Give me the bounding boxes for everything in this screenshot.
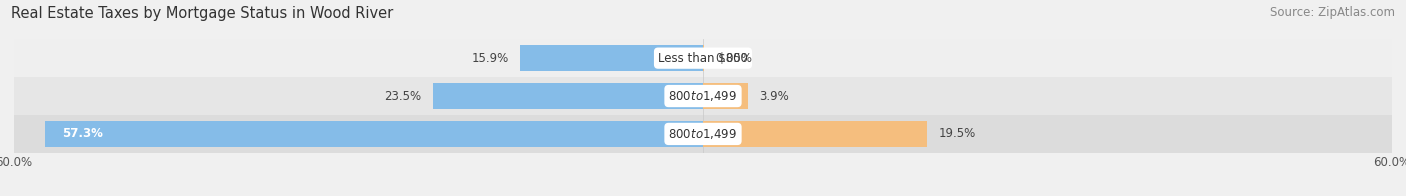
Text: Real Estate Taxes by Mortgage Status in Wood River: Real Estate Taxes by Mortgage Status in … <box>11 6 394 21</box>
Legend: Without Mortgage, With Mortgage: Without Mortgage, With Mortgage <box>574 194 832 196</box>
Text: $800 to $1,499: $800 to $1,499 <box>668 127 738 141</box>
Bar <box>520 45 703 71</box>
Text: 19.5%: 19.5% <box>938 127 976 140</box>
Bar <box>703 121 927 147</box>
Text: Source: ZipAtlas.com: Source: ZipAtlas.com <box>1270 6 1395 19</box>
Bar <box>703 83 748 109</box>
Text: 23.5%: 23.5% <box>385 90 422 103</box>
Bar <box>14 39 1392 77</box>
Text: 15.9%: 15.9% <box>471 52 509 65</box>
Bar <box>14 77 1392 115</box>
Bar <box>45 121 703 147</box>
Text: 57.3%: 57.3% <box>62 127 103 140</box>
Text: 3.9%: 3.9% <box>759 90 789 103</box>
Bar <box>433 83 703 109</box>
Text: $800 to $1,499: $800 to $1,499 <box>668 89 738 103</box>
Bar <box>14 115 1392 153</box>
Text: Less than $800: Less than $800 <box>658 52 748 65</box>
Text: 0.05%: 0.05% <box>716 52 752 65</box>
